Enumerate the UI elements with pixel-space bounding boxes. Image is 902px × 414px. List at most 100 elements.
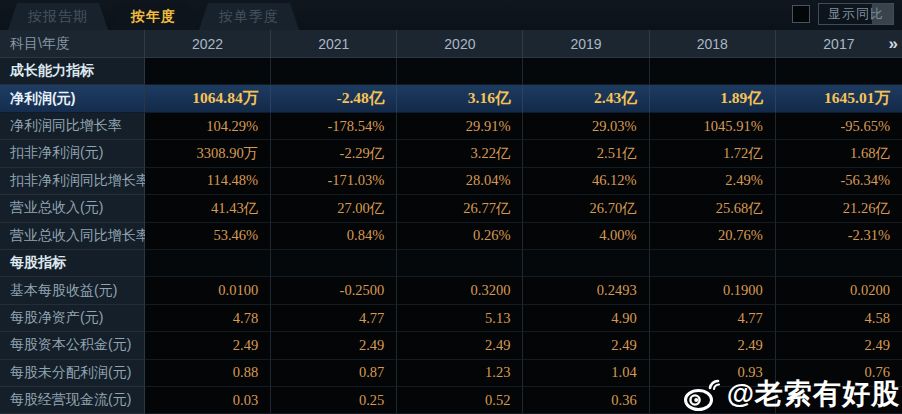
value-cell: 26.77亿 xyxy=(397,195,523,222)
value-cell: 0.03 xyxy=(145,387,271,414)
value-cell: 4.00% xyxy=(523,223,649,250)
tabbar-controls: 显示同比 xyxy=(792,3,894,25)
value-cell xyxy=(650,58,776,85)
value-cell: 20.76% xyxy=(650,223,776,250)
financial-indicators-panel: 按报告期按年度按单季度 显示同比 科目\年度202220212020201920… xyxy=(0,0,902,414)
period-tabs: 按报告期按年度按单季度 xyxy=(8,3,302,30)
value-cell: 0.88 xyxy=(145,360,271,387)
row-label: 净利润同比增长率 xyxy=(0,113,145,140)
show-yoy-button[interactable]: 显示同比 xyxy=(818,3,894,25)
row-label: 基本每股收益(元) xyxy=(0,277,145,304)
year-column-header: 2021 xyxy=(271,30,397,58)
value-cell: 1.23 xyxy=(397,360,523,387)
value-cell: 0.0100 xyxy=(145,277,271,304)
value-cell: 1.89亿 xyxy=(650,85,776,112)
value-cell: 0.26% xyxy=(397,223,523,250)
value-cell: 29.91% xyxy=(397,113,523,140)
value-cell: 1645.01万 xyxy=(776,85,902,112)
value-cell: 0.25 xyxy=(271,387,397,414)
value-cell: 0.36 xyxy=(523,387,649,414)
financial-table: 科目\年度202220212020201920182017成长能力指标净利润(元… xyxy=(0,30,902,414)
value-cell: -2.29亿 xyxy=(271,140,397,167)
value-cell: 2.49 xyxy=(523,332,649,359)
value-cell: -95.65% xyxy=(776,113,902,140)
value-cell: 28.04% xyxy=(397,168,523,195)
weibo-logo-icon xyxy=(683,376,725,412)
value-cell: 3.16亿 xyxy=(397,85,523,112)
year-column-header: 2022 xyxy=(145,30,271,58)
row-label: 扣非净利润同比增长率 xyxy=(0,168,145,195)
value-cell: 46.12% xyxy=(523,168,649,195)
value-cell: 0.84% xyxy=(271,223,397,250)
row-label: 每股指标 xyxy=(0,250,145,277)
value-cell: 25.68亿 xyxy=(650,195,776,222)
value-cell: 5.13 xyxy=(397,305,523,332)
value-cell: 4.58 xyxy=(776,305,902,332)
value-cell: -2.48亿 xyxy=(271,85,397,112)
value-cell: 1.68亿 xyxy=(776,140,902,167)
value-cell: 114.48% xyxy=(145,168,271,195)
value-cell: 4.77 xyxy=(271,305,397,332)
value-cell: 1.72亿 xyxy=(650,140,776,167)
value-cell xyxy=(523,58,649,85)
watermark: @老索有好股 xyxy=(683,375,900,413)
value-cell: 1045.91% xyxy=(650,113,776,140)
value-cell: 1064.84万 xyxy=(145,85,271,112)
value-cell xyxy=(523,250,649,277)
value-cell xyxy=(650,250,776,277)
value-cell: 2.49 xyxy=(776,332,902,359)
value-cell: -0.2500 xyxy=(271,277,397,304)
year-column-header: 2018 xyxy=(650,30,776,58)
tab-report-period[interactable]: 按报告期 xyxy=(8,3,108,30)
tab-annual[interactable]: 按年度 xyxy=(111,3,196,30)
value-cell xyxy=(397,58,523,85)
value-cell: 2.49 xyxy=(145,332,271,359)
tab-single-quarter[interactable]: 按单季度 xyxy=(199,3,299,30)
year-column-header: 2020 xyxy=(397,30,523,58)
value-cell: 0.87 xyxy=(271,360,397,387)
row-label: 每股经营现金流(元) xyxy=(0,387,145,414)
table-corner-header: 科目\年度 xyxy=(0,30,145,58)
value-cell: 2.43亿 xyxy=(523,85,649,112)
row-label: 营业总收入(元) xyxy=(0,195,145,222)
value-cell xyxy=(397,250,523,277)
value-cell: 3308.90万 xyxy=(145,140,271,167)
value-cell xyxy=(145,250,271,277)
value-cell xyxy=(271,58,397,85)
value-cell: 4.90 xyxy=(523,305,649,332)
value-cell: -171.03% xyxy=(271,168,397,195)
value-cell: 53.46% xyxy=(145,223,271,250)
value-cell: 2.49% xyxy=(650,168,776,195)
row-label: 每股资本公积金(元) xyxy=(0,332,145,359)
row-label: 每股净资产(元) xyxy=(0,305,145,332)
value-cell: 0.1900 xyxy=(650,277,776,304)
value-cell: 2.49 xyxy=(397,332,523,359)
value-cell xyxy=(145,58,271,85)
value-cell: 0.52 xyxy=(397,387,523,414)
value-cell: 1.04 xyxy=(523,360,649,387)
year-column-header: 2019 xyxy=(523,30,649,58)
period-tabbar: 按报告期按年度按单季度 显示同比 xyxy=(0,0,902,30)
value-cell: -178.54% xyxy=(271,113,397,140)
show-yoy-checkbox[interactable] xyxy=(792,5,810,23)
value-cell: 0.2493 xyxy=(523,277,649,304)
row-label: 净利润(元) xyxy=(0,85,145,112)
more-years-arrow-icon[interactable]: » xyxy=(889,34,895,54)
value-cell xyxy=(271,250,397,277)
year-column-header: 2017 xyxy=(776,30,902,58)
value-cell: 29.03% xyxy=(523,113,649,140)
value-cell xyxy=(776,250,902,277)
value-cell: -2.31% xyxy=(776,223,902,250)
watermark-handle: @老索有好股 xyxy=(727,375,900,413)
value-cell: 0.0200 xyxy=(776,277,902,304)
value-cell: 0.3200 xyxy=(397,277,523,304)
value-cell xyxy=(776,58,902,85)
row-label: 扣非净利润(元) xyxy=(0,140,145,167)
value-cell: -56.34% xyxy=(776,168,902,195)
value-cell: 3.22亿 xyxy=(397,140,523,167)
value-cell: 27.00亿 xyxy=(271,195,397,222)
value-cell: 21.26亿 xyxy=(776,195,902,222)
value-cell: 41.43亿 xyxy=(145,195,271,222)
row-label: 每股未分配利润(元) xyxy=(0,360,145,387)
value-cell: 4.77 xyxy=(650,305,776,332)
